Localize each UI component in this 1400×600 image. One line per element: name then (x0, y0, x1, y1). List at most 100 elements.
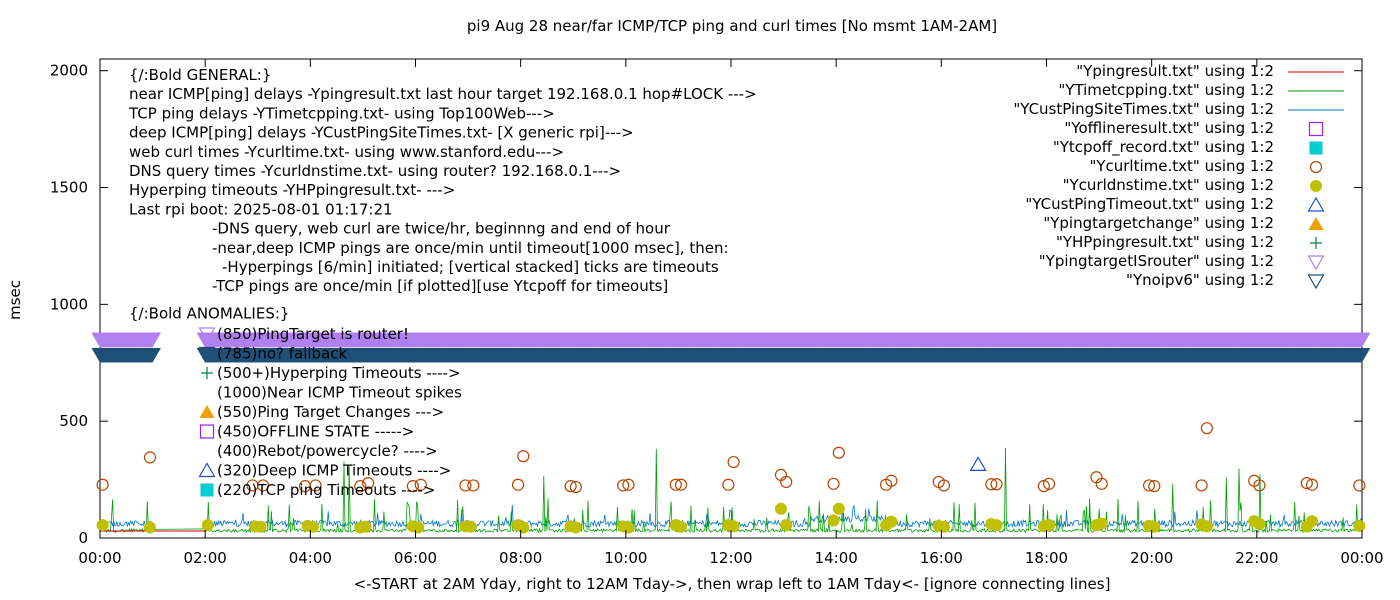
y-tick-label: 0 (78, 529, 88, 547)
scatter-series (96, 502, 1366, 534)
data-point (727, 455, 740, 469)
x-tick-label: 00:00 (78, 549, 121, 567)
y-tick-label: 1500 (50, 179, 88, 197)
data-point (1043, 519, 1056, 532)
y-tick-label: 1000 (50, 295, 88, 313)
data-point (617, 479, 630, 492)
data-point (1148, 480, 1161, 493)
legend-label: "Ypingresult.txt" using 1:2 (1076, 62, 1274, 80)
legend-label: "Yofflineresult.txt" using 1:2 (1064, 119, 1274, 137)
data-point (675, 520, 688, 533)
data-point (1253, 479, 1266, 492)
data-point (1353, 519, 1366, 532)
data-point (517, 521, 530, 534)
legend-marker (1310, 180, 1322, 192)
legend-label: "YCustPingSiteTimes.txt" using 1:2 (1013, 100, 1274, 118)
data-point (990, 478, 1003, 491)
data-point (1200, 422, 1213, 435)
band-marker (143, 347, 161, 363)
data-point (827, 477, 840, 490)
anomaly-line: (400)Rebot/powercycle? ----> (217, 442, 438, 460)
data-point (143, 451, 157, 464)
anomaly-line: (1000)Near ICMP Timeout spikes (217, 384, 462, 402)
x-tick-label: 04:00 (289, 549, 332, 567)
anomaly-line: (220)TCP ping Timeouts ----> (217, 481, 435, 499)
data-point (569, 480, 582, 494)
x-tick-label: 10:00 (604, 549, 647, 567)
legend-label: "YTimetcpping.txt" using 1:2 (1058, 81, 1274, 99)
note-line: web curl times -Ycurltime.txt- using www… (129, 143, 564, 161)
x-tick-label: 16:00 (920, 549, 963, 567)
data-point (622, 521, 635, 534)
band-marker (1353, 347, 1371, 363)
note-line: near ICMP[ping] delays -Ypingresult.txt … (129, 85, 757, 103)
legend-label: "YpingtargetISrouter" using 1:2 (1039, 252, 1274, 270)
data-point (774, 502, 787, 515)
x-tick-label: 12:00 (709, 549, 752, 567)
data-point (885, 515, 898, 528)
data-point (727, 520, 740, 533)
note-line: {/:Bold GENERAL:} (129, 66, 271, 84)
data-point (1195, 479, 1208, 492)
anomaly-line: (550)Ping Target Changes ---> (217, 403, 444, 421)
band-series (91, 332, 1371, 348)
data-point (990, 519, 1003, 532)
data-point (1095, 517, 1108, 530)
data-point (464, 520, 477, 533)
data-point (985, 478, 998, 491)
note-line: Hyperping timeouts -YHPpingresult.txt- -… (129, 181, 455, 199)
data-point (354, 480, 367, 493)
anomaly-marker (201, 367, 213, 379)
legend-marker (1307, 196, 1325, 212)
chart-title: pi9 Aug 28 near/far ICMP/TCP ping and cu… (467, 17, 997, 35)
note-line: deep ICMP[ping] delays -YCustPingSiteTim… (129, 124, 634, 142)
data-point (780, 519, 793, 532)
data-point (414, 478, 427, 491)
x-axis-label: <-START at 2AM Yday, right to 12AM Tday-… (354, 575, 1111, 593)
x-tick-label: 14:00 (815, 549, 858, 567)
data-point (1306, 515, 1319, 528)
band-marker (1353, 332, 1371, 348)
note-line: -TCP pings are once/min [if plotted][use… (212, 277, 668, 295)
legend-label: "Ynoipv6" using 1:2 (1126, 271, 1274, 289)
anomaly-marker (199, 424, 215, 439)
note-line: DNS query times -Ycurldnstime.txt- using… (129, 162, 621, 180)
data-point (406, 480, 419, 493)
data-point (1095, 477, 1108, 490)
scatter-series (96, 422, 1366, 494)
data-point (969, 456, 987, 471)
deep-icmp-line-early (99, 519, 152, 528)
y-tick-label: 500 (59, 412, 88, 430)
data-point (832, 446, 845, 459)
band-marker (143, 332, 161, 348)
data-point (459, 479, 472, 492)
y-tick-label: 2000 (50, 62, 88, 80)
tcp-ping-line (99, 447, 1363, 534)
note-line: TCP ping delays -YTimetcpping.txt- using… (128, 104, 555, 122)
anomaly-line: (850)PingTarget is router! (217, 325, 409, 343)
data-point (774, 468, 788, 482)
legend-marker (1308, 217, 1324, 230)
data-point (362, 476, 375, 490)
legend-marker (1307, 255, 1325, 271)
anomaly-line: (320)Deep ICMP Timeouts ----> (217, 462, 451, 480)
anomaly-marker (198, 346, 216, 362)
scatter-series (969, 456, 987, 471)
tcp-ping-trace (99, 447, 1363, 534)
data-point (306, 520, 319, 533)
data-point (937, 479, 951, 492)
legend-marker (1309, 160, 1323, 174)
x-tick-label: 20:00 (1130, 549, 1173, 567)
data-point (517, 450, 530, 463)
data-point (722, 478, 735, 491)
anomaly-marker (199, 405, 215, 418)
note-line: {/:Bold ANOMALIES:} (129, 304, 289, 322)
data-point (569, 521, 582, 534)
anomaly-marker (200, 483, 214, 497)
anomaly-line: (500+)Hyperping Timeouts ----> (217, 364, 461, 382)
anomaly-marker (198, 462, 216, 478)
legend-marker (1310, 237, 1322, 249)
data-point (780, 475, 793, 489)
data-point (885, 474, 898, 487)
